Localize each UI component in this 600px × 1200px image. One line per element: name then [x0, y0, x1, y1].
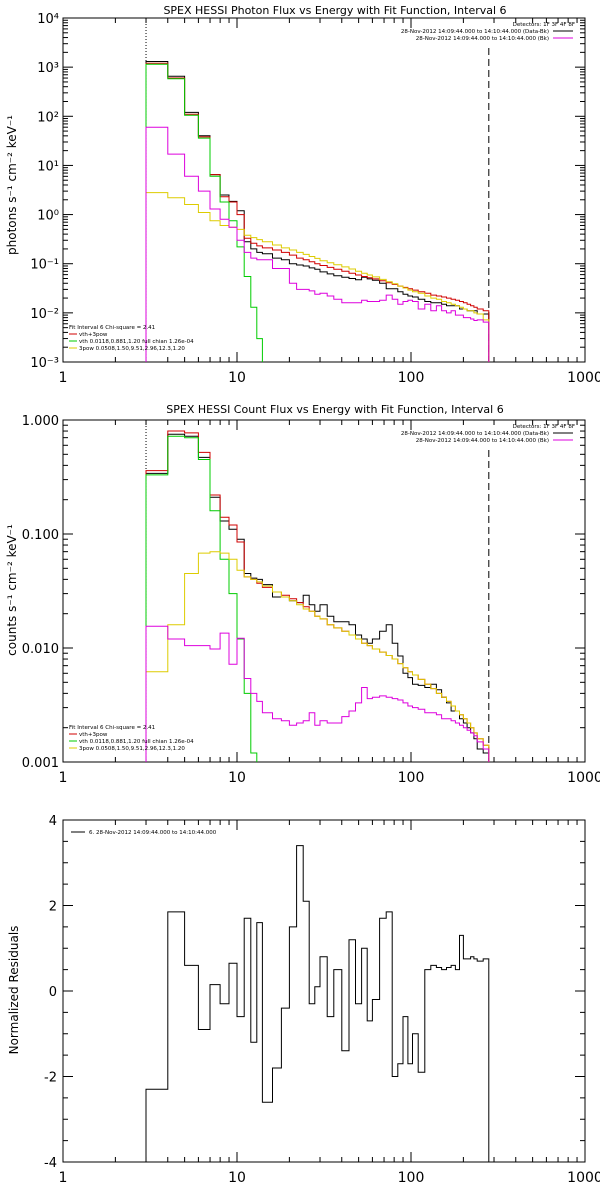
x-tick-label: 1000 [567, 370, 600, 386]
legend-fit-summary: Fit Interval 6 Chi-square = 2.41 [69, 725, 155, 731]
x-tick-label: 1000 [567, 770, 600, 786]
x-tick-label: 1 [59, 770, 68, 786]
x-tick-label: 1 [59, 1170, 68, 1186]
x-tick-label: 100 [398, 1170, 425, 1186]
y-tick-label: 10³ [37, 61, 59, 76]
series-line-3pow [145, 551, 490, 762]
series-line-bk [145, 126, 490, 362]
count-flux-chart: SPEX HESSI Count Flux vs Energy with Fit… [5, 403, 600, 786]
series-line-data-bk [145, 61, 490, 362]
y-tick-label: 10⁻¹ [30, 258, 59, 273]
y-axis-label: Normalized Residuals [7, 926, 21, 1055]
plot-frame [62, 419, 586, 763]
y-tick-label: 1.000 [22, 414, 59, 429]
series-line-3pow [145, 192, 490, 362]
series-line-6-28-nov-2012-14-09-44-000-to-14-10-44-000 [145, 845, 490, 1162]
y-axis-label: photons s⁻¹ cm⁻² keV⁻¹ [5, 115, 19, 255]
y-tick-label: 10² [37, 110, 59, 125]
y-tick-label: 0.001 [22, 756, 59, 771]
y-tick-label: 10⁰ [37, 209, 59, 224]
legend-entry-bk: 28-Nov-2012 14:09:44.000 to 14:10:44.000… [416, 438, 549, 444]
y-tick-label: 0.100 [22, 528, 59, 543]
y-tick-label: 0.010 [22, 642, 59, 657]
x-tick-label: 10 [228, 370, 246, 386]
legend-entry: 6. 28-Nov-2012 14:09:44.000 to 14:10:44.… [89, 830, 217, 836]
legend-fit-summary: Fit Interval 6 Chi-square = 2.41 [69, 325, 155, 331]
legend-entry: vth 0.0118,0.881,1.20 full chian 1.26e-0… [79, 339, 194, 345]
y-tick-label: 10⁴ [37, 12, 59, 27]
x-tick-label: 100 [398, 370, 425, 386]
x-tick-label: 1000 [567, 1170, 600, 1186]
legend-detectors: Detectors: 1F 3F 4F 8F [513, 424, 575, 430]
y-axis-label: counts s⁻¹ cm⁻² keV⁻¹ [5, 524, 19, 656]
series-line-vth [145, 63, 490, 362]
y-tick-label: -2 [44, 1071, 57, 1086]
y-tick-label: 10⁻³ [30, 356, 59, 371]
series-group [145, 61, 490, 362]
legend-entry-data-bk: 28-Nov-2012 14:09:44.000 to 14:10:44.000… [401, 431, 549, 437]
y-tick-label: 10⁻² [30, 307, 59, 322]
x-tick-label: 1 [59, 370, 68, 386]
legend-entry: 3pow 0.0508,1.50,9.51,2.96,12.3,1.20 [79, 346, 185, 352]
series-group [145, 430, 490, 762]
y-tick-label: -4 [44, 1156, 57, 1171]
series-line-vth [145, 435, 490, 762]
y-tick-label: 4 [49, 814, 57, 829]
photon-flux-chart: SPEX HESSI Photon Flux vs Energy with Fi… [5, 4, 600, 386]
legend-detectors: Detectors: 1F 3F 4F 8F [513, 22, 575, 28]
y-tick-label: 10¹ [37, 159, 59, 174]
series-line-data-bk [145, 433, 490, 762]
legend-entry: vth+3pow [79, 732, 108, 738]
residuals-chart: Normalized Residuals 1 10 100 1000 -4 -2 0 2 4 6.… [7, 814, 600, 1186]
x-tick-label: 10 [228, 770, 246, 786]
plot-frame [62, 17, 586, 363]
series-line-vth-3pow [145, 430, 490, 762]
legend-entry-bk: 28-Nov-2012 14:09:44.000 to 14:10:44.000… [416, 36, 549, 42]
legend-entry: vth 0.0118,0.881,1.20 full chian 1.26e-0… [79, 739, 194, 745]
y-tick-label: 0 [49, 985, 57, 1000]
y-tick-label: 2 [49, 900, 57, 915]
series-line-bk [145, 625, 490, 762]
plot-frame [62, 819, 586, 1163]
x-tick-label: 10 [228, 1170, 246, 1186]
series-group [145, 845, 490, 1162]
x-tick-label: 100 [398, 770, 425, 786]
legend-entry: 3pow 0.0508,1.50,9.51,2.96,12.3,1.20 [79, 746, 185, 752]
legend-entry-data-bk: 28-Nov-2012 14:09:44.000 to 14:10:44.000… [401, 29, 549, 35]
legend-entry: vth+3pow [79, 332, 108, 338]
chart-title: SPEX HESSI Count Flux vs Energy with Fit… [166, 403, 503, 416]
series-line-vth-3pow [145, 62, 490, 362]
chart-title: SPEX HESSI Photon Flux vs Energy with Fi… [163, 4, 506, 17]
